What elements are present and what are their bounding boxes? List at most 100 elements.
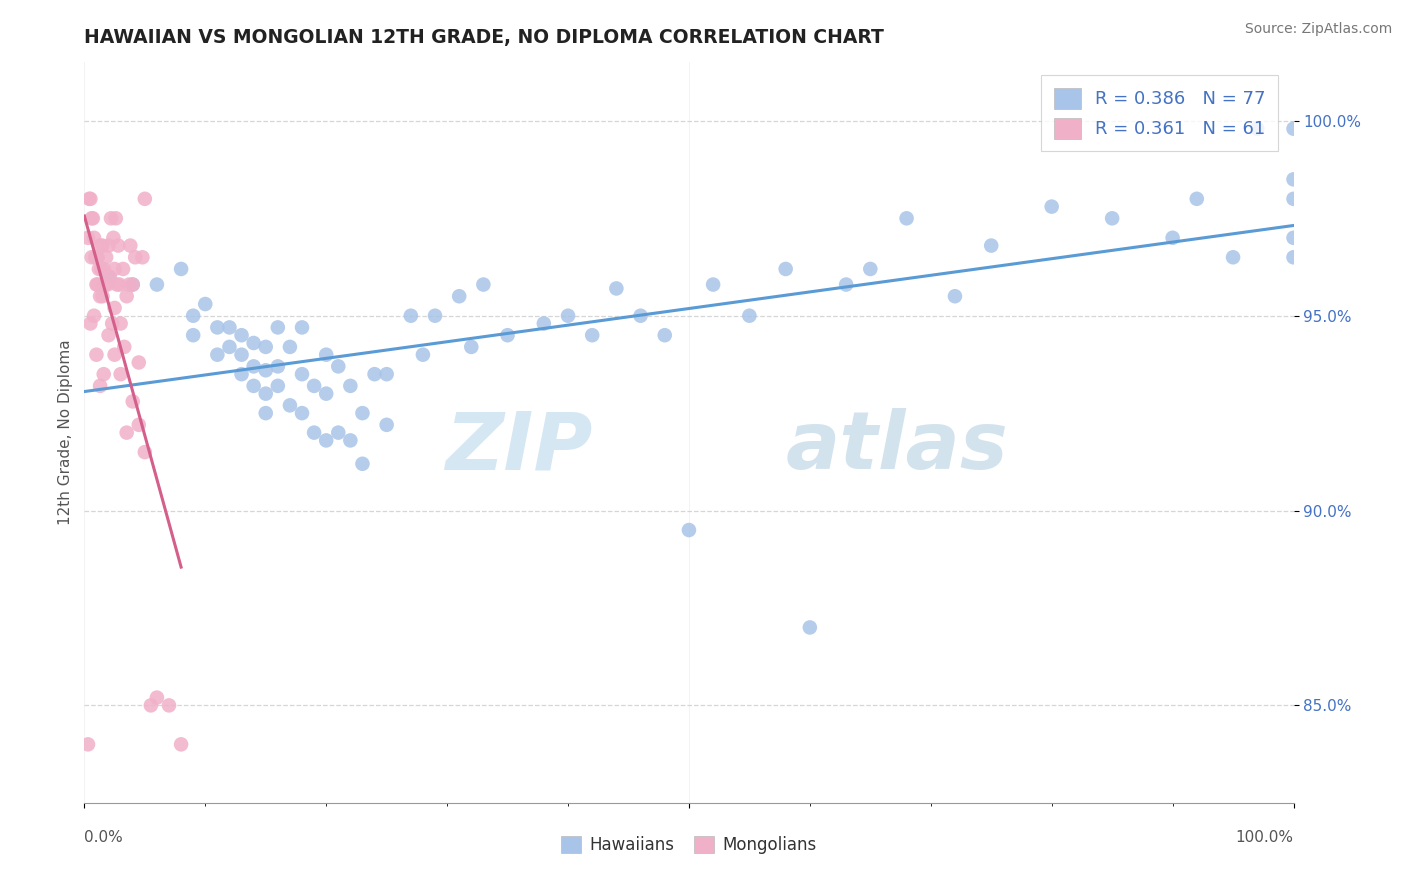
Point (100, 211, 122, 226)
Point (267, 320, 290, 334)
Point (121, 277, 143, 292)
Point (124, 250, 146, 264)
Point (1282, 121, 1305, 136)
Point (91, 289, 114, 303)
Point (557, 309, 579, 323)
Point (89, 379, 111, 393)
Point (738, 309, 761, 323)
Text: HAWAIIAN VS MONGOLIAN 12TH GRADE, NO DIPLOMA CORRELATION CHART: HAWAIIAN VS MONGOLIAN 12TH GRADE, NO DIP… (84, 28, 884, 47)
Point (339, 379, 361, 393)
Point (108, 277, 131, 292)
Point (352, 406, 374, 420)
Point (107, 238, 129, 252)
Point (943, 289, 966, 303)
Point (218, 320, 240, 334)
Point (86, 277, 108, 292)
Point (115, 289, 138, 303)
Point (278, 340, 301, 354)
Point (267, 359, 290, 374)
Point (86, 250, 108, 264)
Point (254, 386, 277, 401)
Point (83, 309, 105, 323)
Point (104, 301, 127, 315)
Point (267, 379, 290, 393)
Point (339, 434, 361, 448)
Point (87, 262, 110, 277)
Point (363, 367, 385, 381)
Point (859, 262, 882, 277)
Point (97, 238, 120, 252)
Y-axis label: 12th Grade, No Diploma: 12th Grade, No Diploma (58, 340, 73, 525)
Point (799, 620, 821, 634)
Point (242, 359, 264, 374)
Point (105, 277, 128, 292)
Point (896, 211, 918, 226)
Point (630, 309, 652, 323)
Point (291, 406, 314, 420)
Point (412, 348, 434, 362)
Point (77, 231, 100, 245)
Point (315, 386, 337, 401)
Point (254, 340, 277, 354)
Point (80, 250, 103, 264)
Point (86, 250, 108, 264)
Text: ZIP: ZIP (444, 409, 592, 486)
Point (146, 277, 169, 292)
Point (835, 277, 858, 292)
Point (110, 367, 132, 381)
Point (1282, 231, 1305, 245)
Text: 0.0%: 0.0% (84, 830, 124, 845)
Point (194, 297, 217, 311)
Point (328, 425, 350, 440)
Point (1282, 172, 1305, 186)
Point (115, 425, 138, 440)
Point (128, 417, 150, 432)
Point (157, 698, 180, 713)
Point (134, 192, 156, 206)
Point (702, 277, 724, 292)
Point (207, 348, 229, 362)
Point (181, 309, 204, 323)
Point (93, 262, 115, 277)
Point (1161, 231, 1184, 245)
Point (146, 690, 169, 705)
Point (104, 211, 127, 226)
Point (375, 367, 398, 381)
Point (121, 394, 143, 409)
Point (302, 379, 325, 393)
Point (1246, 121, 1268, 136)
Point (242, 379, 264, 393)
Point (315, 434, 337, 448)
Point (98, 269, 121, 284)
Point (86, 277, 108, 292)
Point (254, 363, 277, 377)
Point (1185, 192, 1208, 206)
Point (80, 211, 103, 226)
Point (291, 367, 314, 381)
Point (96, 277, 118, 292)
Point (120, 238, 142, 252)
Point (91, 238, 114, 252)
Point (90, 262, 112, 277)
Point (77, 737, 100, 751)
Point (1222, 250, 1244, 264)
Point (82, 211, 104, 226)
Point (94, 250, 117, 264)
Point (77, 192, 100, 206)
Legend: Hawaiians, Mongolians: Hawaiians, Mongolians (554, 830, 824, 861)
Point (94, 277, 117, 292)
Point (328, 359, 350, 374)
Point (131, 250, 153, 264)
Point (84, 250, 107, 264)
Point (231, 328, 253, 343)
Point (291, 320, 314, 334)
Point (97, 269, 120, 284)
Point (181, 328, 204, 343)
Point (112, 340, 135, 354)
Point (352, 457, 374, 471)
Point (104, 348, 127, 362)
Text: atlas: atlas (786, 409, 1008, 486)
Point (581, 328, 603, 343)
Point (654, 328, 676, 343)
Point (170, 262, 193, 277)
